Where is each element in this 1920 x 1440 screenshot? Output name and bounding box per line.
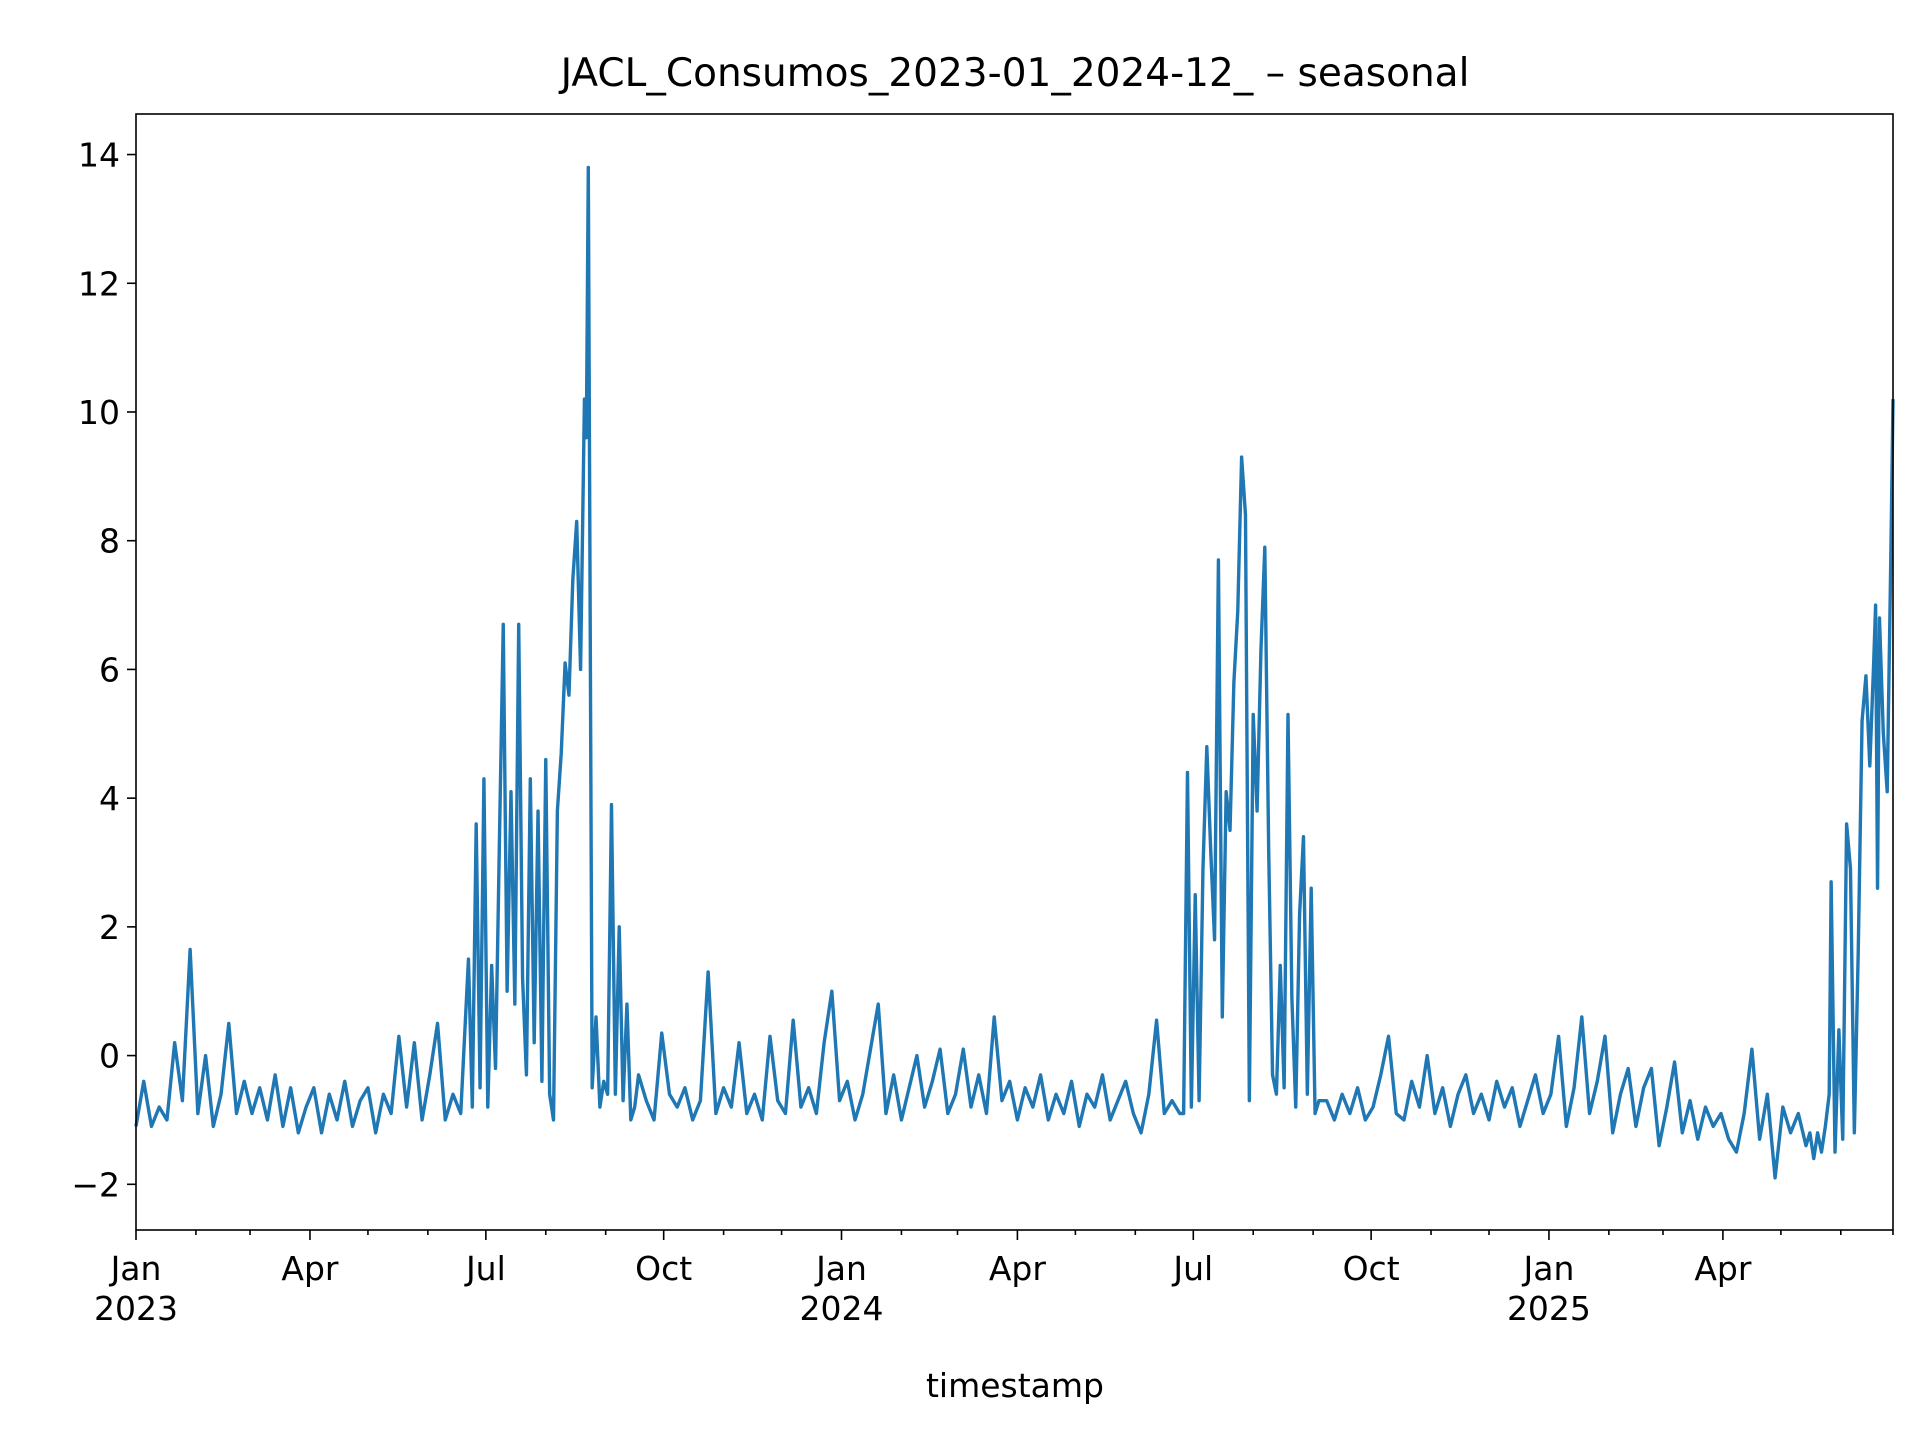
x-tick-label: Jan 2025 xyxy=(1507,1249,1591,1328)
plot-frame xyxy=(135,113,1894,1231)
y-tick-label: 10 xyxy=(78,393,120,432)
x-tick-label: Jan 2024 xyxy=(800,1249,884,1328)
x-tick-label: Jul xyxy=(464,1249,506,1288)
x-tick-label: Jan 2023 xyxy=(94,1249,178,1328)
y-tick-label: 4 xyxy=(99,779,120,818)
y-tick-label: −2 xyxy=(71,1165,120,1204)
x-tick-label: Oct xyxy=(635,1249,692,1288)
x-tick-label: Apr xyxy=(1694,1249,1752,1288)
y-tick-label: 12 xyxy=(78,264,120,303)
x-tick-label: Apr xyxy=(989,1249,1047,1288)
data-line xyxy=(134,165,1895,1180)
y-tick-label: 6 xyxy=(99,650,120,689)
x-tick-label: Oct xyxy=(1343,1249,1400,1288)
x-tick-label: Jul xyxy=(1171,1249,1213,1288)
y-tick-label: 8 xyxy=(99,522,120,561)
y-tick-label: 14 xyxy=(78,136,120,175)
y-tick-label: 2 xyxy=(99,908,120,947)
y-tick-label: 0 xyxy=(99,1037,120,1076)
chart-title: JACL_Consumos_2023-01_2024-12_ – seasona… xyxy=(558,51,1470,96)
x-axis-label: timestamp xyxy=(926,1366,1104,1405)
x-tick-label: Apr xyxy=(281,1249,339,1288)
